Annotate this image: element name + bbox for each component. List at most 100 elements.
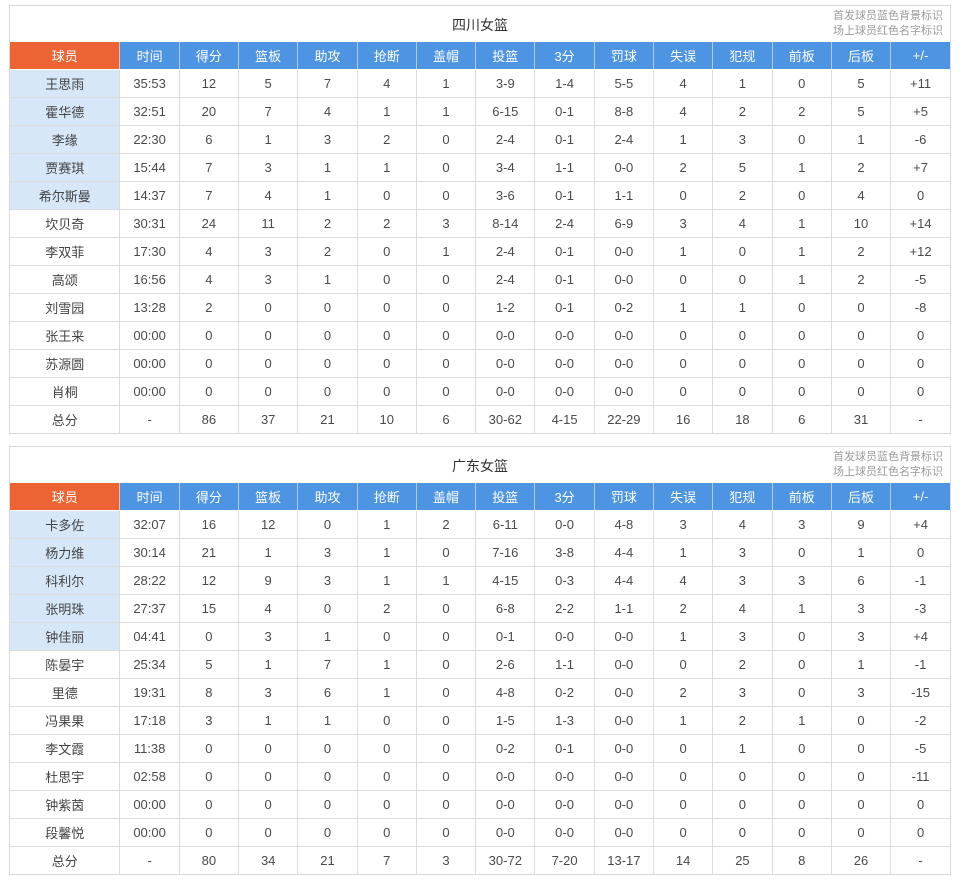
stat-cell: 0 xyxy=(356,292,417,322)
legend: 首发球员蓝色背景标识 场上球员红色名字标识 xyxy=(833,450,943,480)
stat-cell: 9 xyxy=(830,509,892,539)
stat-cell: 0-0 xyxy=(534,348,595,378)
player-name: 钟佳丽 xyxy=(10,621,121,651)
stat-cell: 1 xyxy=(415,96,477,126)
stat-cell: 0-0 xyxy=(475,817,536,847)
stat-cell: -6 xyxy=(890,124,950,154)
player-name: 杨力维 xyxy=(10,537,121,567)
stat-cell: 1 xyxy=(830,124,892,154)
stat-cell: 4-15 xyxy=(475,565,536,595)
stat-cell: 1 xyxy=(771,208,832,238)
stat-cell: 0 xyxy=(415,649,477,679)
stat-cell: 4 xyxy=(178,236,240,266)
stat-cell: 0-1 xyxy=(534,264,595,294)
player-name: 里德 xyxy=(10,677,121,707)
stat-cell: 0 xyxy=(830,817,892,847)
stat-cell: 0 xyxy=(356,705,417,735)
stat-cell: 1-1 xyxy=(534,649,595,679)
player-row: 杜思宇 02:58 0 0 0 0 0 0-0 0-0 0-0 0 0 0 0 -11 xyxy=(10,761,950,791)
stat-cell: 0 xyxy=(356,817,417,847)
stat-cell: 0 xyxy=(415,292,477,322)
stat-cell: 0 xyxy=(652,320,714,350)
player-row: 王思雨 35:53 12 5 7 4 1 3-9 1-4 5-5 4 1 0 5 +11 xyxy=(10,68,950,98)
stat-cell: 4-4 xyxy=(593,537,655,567)
stat-cell: 0 xyxy=(238,789,299,819)
stat-cell: 0 xyxy=(890,537,950,567)
stat-cell: +14 xyxy=(890,208,950,238)
stat-cell: 3 xyxy=(712,677,773,707)
stat-cell: 0 xyxy=(712,789,773,819)
stats-table-header: 球员 时间 得分 篮板 助攻 抢断 盖帽 投篮 3分 罚球 失误 犯规 前板 后板 +/- xyxy=(10,42,950,70)
stat-cell: +11 xyxy=(890,68,950,98)
stat-cell: 22-29 xyxy=(593,404,655,433)
stat-cell: 1 xyxy=(830,649,892,679)
stat-cell: 4-15 xyxy=(534,404,595,433)
stat-cell: 1 xyxy=(356,152,417,182)
stat-cell: 2-4 xyxy=(593,124,655,154)
stat-cell: 0 xyxy=(178,621,240,651)
column-header-player: 球员 xyxy=(10,483,121,511)
stat-cell: -8 xyxy=(890,292,950,322)
player-row: 霍华德 32:51 20 7 4 1 1 6-15 0-1 8-8 4 2 2 5 +5 xyxy=(10,96,950,126)
stat-cell: 1-3 xyxy=(534,705,595,735)
stat-cell: 0-0 xyxy=(475,761,536,791)
stat-cell: 4 xyxy=(652,68,714,98)
stat-cell: 30:14 xyxy=(119,537,180,567)
stat-cell: 14:37 xyxy=(119,180,180,210)
stat-cell: 1 xyxy=(238,649,299,679)
stat-cell: 25 xyxy=(712,845,773,874)
stat-cell: 1 xyxy=(415,68,477,98)
stat-cell: 0 xyxy=(830,705,892,735)
stat-cell: 0 xyxy=(652,789,714,819)
stat-cell: 1-4 xyxy=(534,68,595,98)
column-header-8: 3分 xyxy=(534,42,595,70)
player-row: 张王来 00:00 0 0 0 0 0 0-0 0-0 0-0 0 0 0 0 0 xyxy=(10,320,950,350)
stat-cell: 0-0 xyxy=(593,761,655,791)
player-row: 张明珠 27:37 15 4 0 2 0 6-8 2-2 1-1 2 4 1 3 -3 xyxy=(10,593,950,623)
stat-cell: 0-0 xyxy=(593,705,655,735)
stat-cell: 21 xyxy=(297,845,358,874)
column-header-1: 时间 xyxy=(119,42,180,70)
stats-table-body: 卡多佐 32:07 16 12 0 1 2 6-11 0-0 4-8 3 4 3 9 +4 杨力维 30:14 2… xyxy=(10,509,950,874)
stat-cell: 2 xyxy=(356,124,417,154)
stat-cell: 4 xyxy=(652,96,714,126)
stat-cell: 0 xyxy=(415,817,477,847)
column-header-4: 助攻 xyxy=(297,483,358,511)
column-header-12: 前板 xyxy=(772,483,832,511)
stat-cell: 3 xyxy=(830,677,892,707)
stat-cell: 0 xyxy=(771,348,832,378)
stat-cell: 3 xyxy=(415,208,477,238)
column-header-7: 投篮 xyxy=(475,483,536,511)
stat-cell: 0 xyxy=(890,180,950,210)
stat-cell: 0 xyxy=(356,236,417,266)
stat-cell: 00:00 xyxy=(119,320,180,350)
stat-cell: 1 xyxy=(356,537,417,567)
team-panel-sichuan: 四川女篮 首发球员蓝色背景标识 场上球员红色名字标识 球员 时间 得分 篮板 助攻 抢断盖… xyxy=(9,5,951,434)
player-name: 高颂 xyxy=(10,264,121,294)
player-name: 肖桐 xyxy=(10,376,121,406)
stat-cell: 0 xyxy=(297,348,358,378)
stat-cell: 1-5 xyxy=(475,705,536,735)
stat-cell: 6 xyxy=(297,677,358,707)
stat-cell: 0 xyxy=(652,180,714,210)
stat-cell: 0 xyxy=(297,789,358,819)
stat-cell: 5-5 xyxy=(593,68,655,98)
stat-cell: 0-2 xyxy=(475,733,536,763)
stat-cell: 1 xyxy=(771,593,832,623)
stat-cell: 2-2 xyxy=(534,593,595,623)
stat-cell: +5 xyxy=(890,96,950,126)
stat-cell: +7 xyxy=(890,152,950,182)
stat-cell: 0-0 xyxy=(593,236,655,266)
stat-cell: 12 xyxy=(178,565,240,595)
stat-cell: 15 xyxy=(178,593,240,623)
stats-table-guangdong: 球员 时间 得分 篮板 助攻 抢断 盖帽 投篮 3分 罚球 失误 犯规 前板 后板 +/- 卡多佐 32:07… xyxy=(10,483,950,874)
stat-cell: 0 xyxy=(415,761,477,791)
stat-cell: 3 xyxy=(297,565,358,595)
player-name: 贾赛琪 xyxy=(10,152,121,182)
stat-cell: 2 xyxy=(297,208,358,238)
player-name: 陈晏宇 xyxy=(10,649,121,679)
stat-cell: 1 xyxy=(297,705,358,735)
stat-cell: 0-1 xyxy=(534,236,595,266)
stat-cell: 0-0 xyxy=(593,264,655,294)
stat-cell: 0 xyxy=(356,376,417,406)
